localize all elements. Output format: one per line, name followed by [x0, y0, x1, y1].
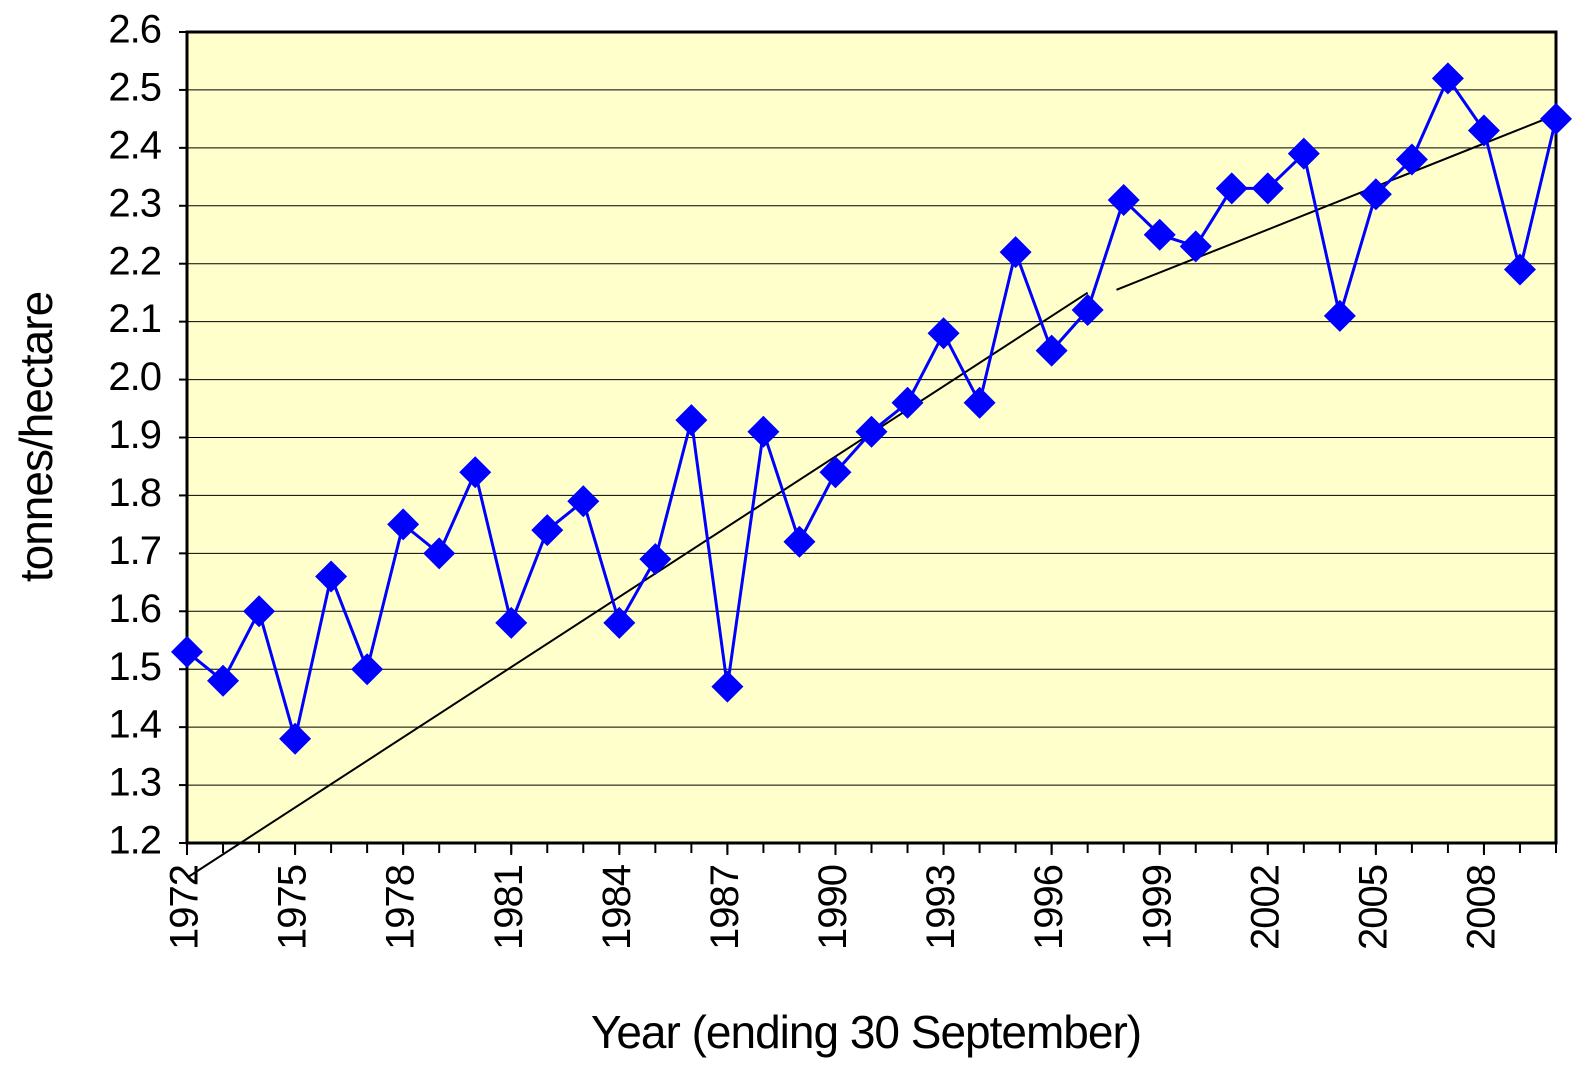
data-point — [711, 670, 744, 703]
y-axis-title: tonnes/hectare — [10, 292, 62, 582]
x-tick-label: 1978 — [379, 865, 423, 950]
data-point — [747, 415, 780, 448]
y-tick-label: 1.2 — [108, 819, 161, 863]
data-point — [1431, 62, 1464, 95]
data-point — [351, 653, 384, 686]
x-tick-label: 2002 — [1243, 865, 1287, 950]
y-tick-label: 2.3 — [108, 181, 161, 225]
y-tick-label: 1.3 — [108, 761, 161, 805]
y-tick-label: 1.5 — [108, 645, 161, 689]
data-point — [171, 635, 203, 668]
x-tick-label: 2005 — [1351, 865, 1395, 950]
x-tick-label: 1987 — [703, 865, 747, 950]
data-point — [855, 415, 888, 448]
data-point — [279, 722, 312, 755]
y-tick-label: 2.5 — [108, 65, 161, 109]
data-point — [1035, 334, 1068, 367]
data-point — [567, 485, 600, 518]
data-point — [1179, 230, 1212, 263]
y-tick-label: 2.0 — [108, 355, 161, 399]
x-tick-label: 1996 — [1027, 865, 1071, 950]
data-point — [315, 560, 348, 593]
data-point — [531, 514, 564, 547]
x-tick-label: 1975 — [271, 865, 315, 950]
data-point — [1107, 183, 1140, 216]
data-point — [891, 386, 924, 419]
plot-border — [185, 30, 1558, 845]
data-point — [819, 456, 852, 489]
x-tick-label: 1993 — [919, 865, 963, 950]
data-point — [1215, 172, 1248, 205]
data-point — [1395, 143, 1428, 176]
y-tick-label: 1.6 — [108, 587, 161, 631]
data-point — [207, 664, 240, 697]
y-tick-label: 1.7 — [108, 529, 161, 573]
y-tick-label: 2.2 — [108, 239, 161, 283]
data-point — [1251, 172, 1284, 205]
y-tick-label: 1.4 — [108, 703, 161, 747]
y-tick-label: 2.1 — [108, 297, 161, 341]
data-point — [927, 317, 960, 350]
data-point — [1287, 137, 1320, 170]
x-tick-label: 1999 — [1135, 865, 1179, 950]
x-tick-label: 1990 — [811, 865, 855, 950]
data-point — [675, 404, 708, 437]
data-point — [963, 386, 996, 419]
data-point — [1467, 114, 1500, 147]
data-point — [639, 543, 672, 576]
x-tick-label: 1981 — [487, 865, 531, 950]
y-tick-label: 1.9 — [108, 413, 161, 457]
data-point — [1323, 299, 1356, 332]
x-tick-label: 1984 — [595, 864, 639, 950]
data-point — [423, 537, 456, 570]
trend-line — [186, 291, 1089, 879]
data-point — [1143, 218, 1176, 251]
data-point — [495, 606, 528, 639]
data-point — [783, 525, 816, 558]
data-point — [1071, 294, 1104, 327]
data-point — [1540, 102, 1572, 135]
y-tick-label: 1.8 — [108, 471, 161, 515]
data-point — [999, 236, 1032, 269]
data-point — [459, 456, 492, 489]
y-tick-label: 2.4 — [108, 123, 161, 167]
x-tick-label: 1972 — [163, 865, 207, 950]
x-tick-label: 2008 — [1460, 865, 1504, 950]
data-point — [243, 595, 276, 628]
x-axis-title: Year (ending 30 September) — [591, 1006, 1141, 1058]
y-tick-label: 2.6 — [108, 8, 161, 52]
data-point — [1503, 253, 1536, 286]
data-point — [1359, 178, 1392, 211]
data-point — [603, 606, 636, 639]
data-point — [387, 508, 420, 541]
